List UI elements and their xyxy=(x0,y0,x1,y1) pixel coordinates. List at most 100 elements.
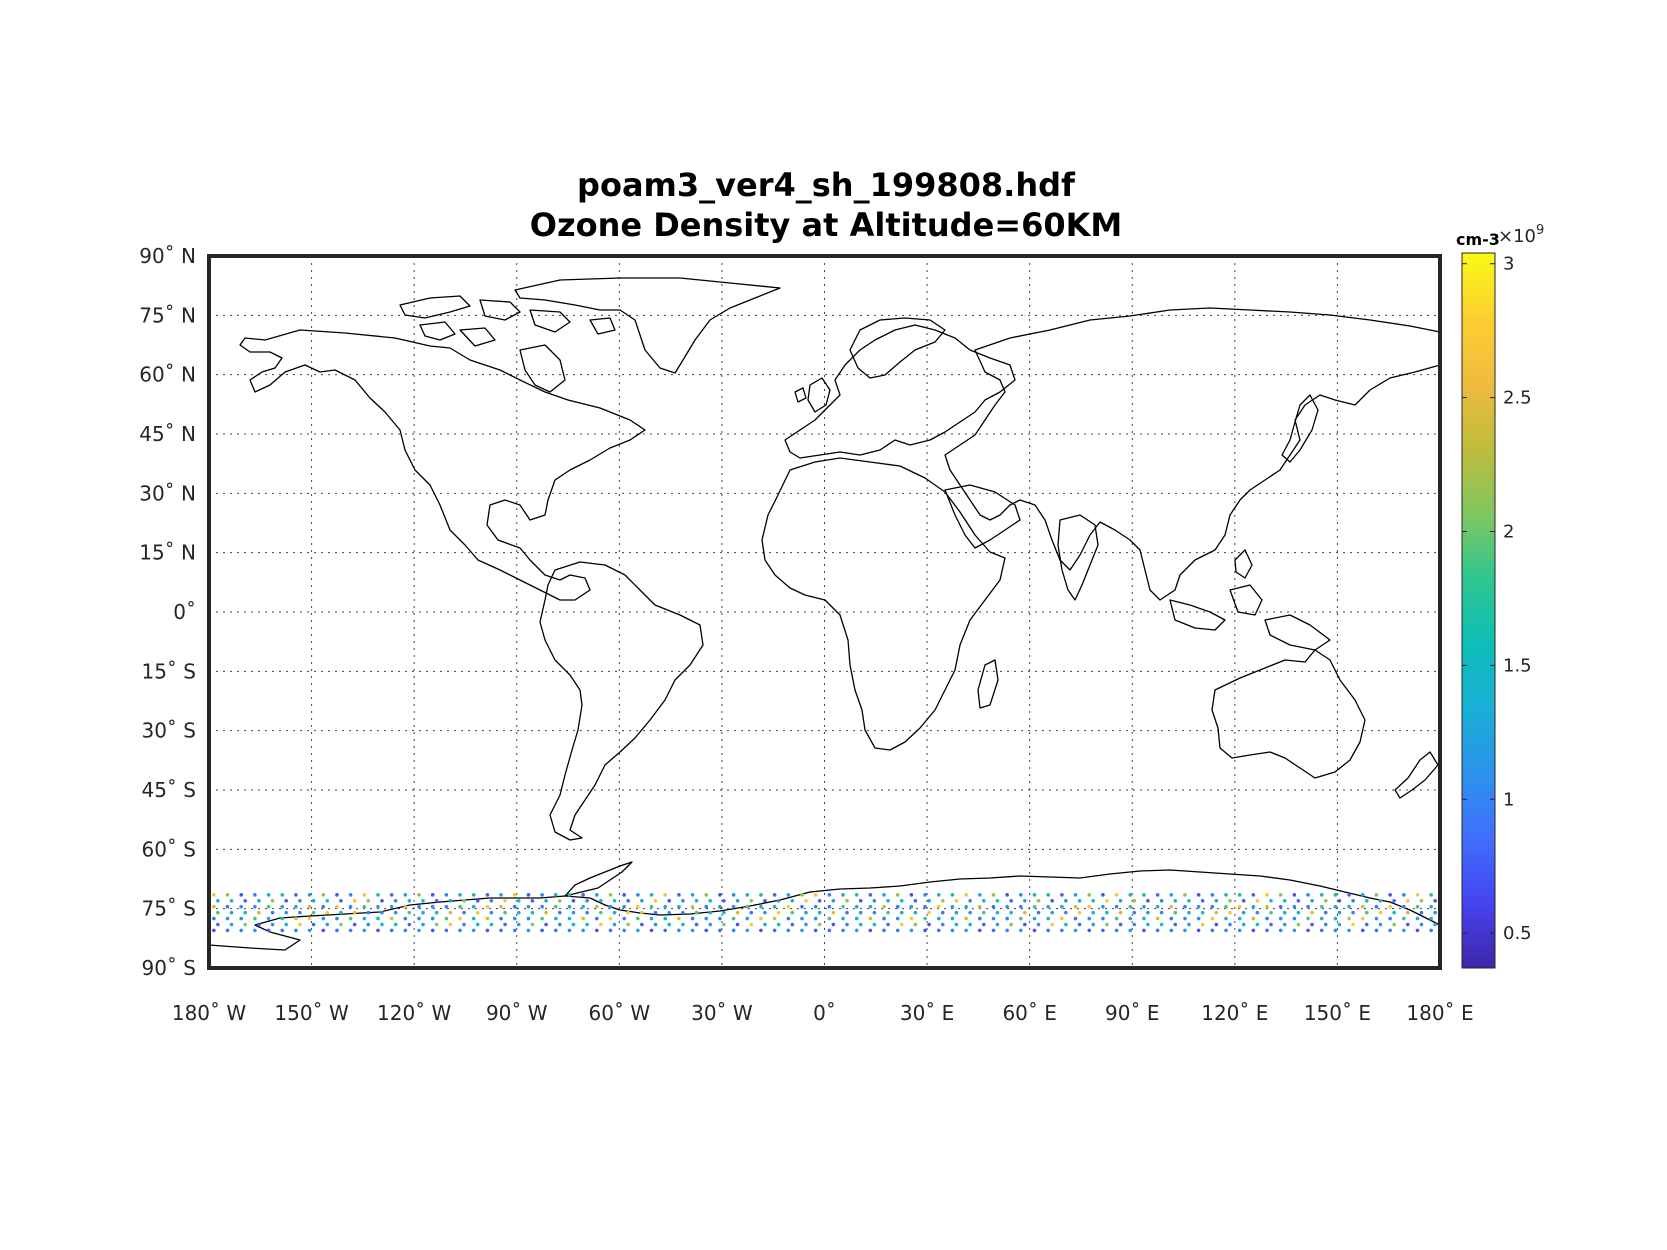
ozone-data-point xyxy=(1200,922,1205,927)
ozone-data-point xyxy=(1415,916,1420,921)
ozone-data-point xyxy=(1077,898,1082,903)
ozone-data-point xyxy=(653,922,658,927)
lon-tick-label: 90˚ W xyxy=(486,1001,548,1025)
ozone-data-point xyxy=(626,898,630,903)
ozone-data-point xyxy=(366,922,371,927)
ozone-data-point xyxy=(690,893,695,897)
ozone-data-point xyxy=(749,898,754,903)
ozone-data-point xyxy=(1105,910,1109,915)
ozone-data-point xyxy=(1173,898,1178,903)
ozone-data-point xyxy=(731,928,736,933)
ozone-data-point xyxy=(489,922,494,927)
ozone-data-point xyxy=(1060,904,1064,909)
ozone-data-point xyxy=(1364,922,1369,927)
ozone-data-point xyxy=(800,893,804,897)
ozone-data-point xyxy=(444,904,449,909)
ozone-data-point xyxy=(489,910,494,915)
ozone-data-point xyxy=(622,928,626,933)
ozone-data-point xyxy=(950,916,955,921)
ozone-data-point xyxy=(298,910,302,915)
ozone-data-point xyxy=(964,893,968,897)
ozone-data-point xyxy=(1019,916,1023,921)
ozone-data-point xyxy=(485,916,490,921)
ozone-data-point xyxy=(663,916,668,921)
ozone-data-point xyxy=(1091,910,1096,915)
ozone-data-point xyxy=(448,910,453,915)
ozone-data-point xyxy=(294,916,298,921)
ozone-data-point xyxy=(294,904,298,909)
ozone-data-point xyxy=(1077,922,1082,927)
ozone-data-point xyxy=(827,928,832,933)
ozone-data-point xyxy=(927,910,931,915)
ozone-data-point xyxy=(311,898,316,903)
ozone-data-point xyxy=(1114,893,1119,897)
ozone-data-point xyxy=(1060,928,1064,933)
ozone-data-point xyxy=(298,898,302,903)
ozone-data-point xyxy=(804,898,808,903)
ozone-data-point xyxy=(1114,904,1119,909)
ozone-data-point xyxy=(407,898,412,903)
lat-tick-label: 90˚ S xyxy=(141,956,196,980)
ozone-data-point xyxy=(1310,898,1314,903)
ozone-data-point xyxy=(690,928,695,933)
ozone-data-point xyxy=(567,893,572,897)
ozone-data-point xyxy=(831,898,836,903)
ozone-data-point xyxy=(389,928,394,933)
colorbar-unit: cm-3 xyxy=(1456,230,1500,249)
ozone-data-point xyxy=(923,893,927,897)
ozone-data-point xyxy=(1347,916,1351,921)
ozone-data-point xyxy=(1296,898,1301,903)
ozone-data-point xyxy=(1237,893,1242,897)
ozone-data-point xyxy=(649,928,654,933)
ozone-data-point xyxy=(831,922,836,927)
colorbar-tick-label: 2.5 xyxy=(1503,388,1532,409)
ozone-data-point xyxy=(722,922,726,927)
ozone-data-point xyxy=(913,922,918,927)
ozone-data-point xyxy=(886,910,890,915)
ozone-data-point xyxy=(1036,898,1041,903)
ozone-data-point xyxy=(458,904,462,909)
ozone-data-point xyxy=(1224,893,1228,897)
ozone-data-point xyxy=(763,910,767,915)
ozone-data-point xyxy=(786,893,791,897)
ozone-data-point xyxy=(1415,904,1420,909)
ozone-data-point xyxy=(1333,928,1338,933)
ozone-data-point xyxy=(526,904,531,909)
ozone-data-point xyxy=(1173,922,1178,927)
ozone-data-point xyxy=(376,916,380,921)
ozone-data-point xyxy=(1114,928,1119,933)
ozone-data-point xyxy=(1187,922,1191,927)
ozone-data-point xyxy=(1337,898,1342,903)
ozone-data-point xyxy=(417,893,421,897)
ozone-data-point xyxy=(858,910,863,915)
ozone-data-point xyxy=(489,898,494,903)
ozone-data-point xyxy=(790,898,795,903)
lat-tick-label: 60˚ N xyxy=(139,363,196,387)
ozone-data-point xyxy=(321,928,326,933)
ozone-data-point xyxy=(845,922,849,927)
ozone-data-point xyxy=(977,904,982,909)
ozone-data-point xyxy=(1155,928,1160,933)
ozone-data-point xyxy=(1050,910,1054,915)
ozone-data-point xyxy=(1333,893,1338,897)
ozone-data-point xyxy=(882,916,886,921)
ozone-data-point xyxy=(325,898,330,903)
ozone-data-point xyxy=(1360,928,1365,933)
ozone-data-point xyxy=(745,916,750,921)
ozone-data-point xyxy=(553,904,558,909)
ozone-data-point xyxy=(1351,910,1355,915)
ozone-data-point xyxy=(813,904,818,909)
colorbar-exponent-base: ×10 xyxy=(1498,226,1536,247)
ozone-data-point xyxy=(389,904,394,909)
ozone-data-point xyxy=(1005,904,1009,909)
ozone-data-point xyxy=(380,898,384,903)
ozone-data-point xyxy=(335,916,339,921)
coastline-british-isles xyxy=(794,377,831,413)
ozone-data-point xyxy=(512,893,517,897)
coastline-hudson-bay xyxy=(519,344,566,393)
ozone-data-point xyxy=(790,922,795,927)
ozone-data-point xyxy=(284,898,289,903)
ozone-data-point xyxy=(571,898,576,903)
ozone-scatter-points xyxy=(212,893,1437,933)
